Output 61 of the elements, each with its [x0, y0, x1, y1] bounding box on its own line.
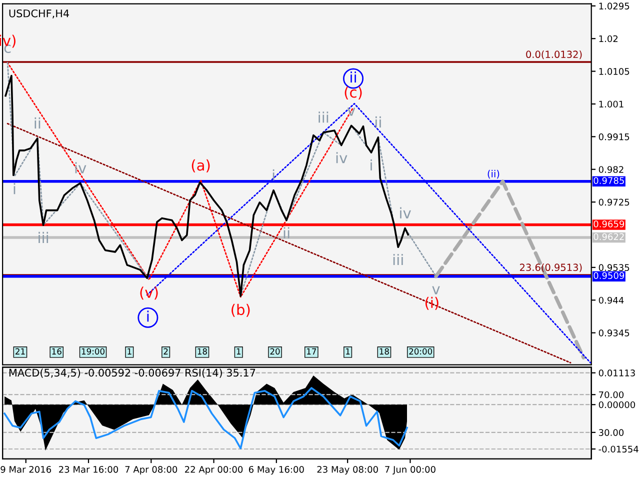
- data-label: iii: [38, 232, 48, 244]
- data-label: i: [370, 159, 372, 170]
- annotation: 20:00: [409, 348, 432, 355]
- annotation: (ii): [488, 170, 500, 179]
- data-label: iii: [393, 254, 403, 266]
- y-tick-label: 1.001: [599, 100, 624, 108]
- y-tick-label: 0.9915: [598, 133, 630, 140]
- annotation: 1: [236, 348, 240, 354]
- x-tick-label: 23 Mar 16:00: [59, 466, 118, 473]
- data-label: iv: [400, 207, 411, 218]
- x-tick-label: 22 Apr 00:00: [185, 466, 243, 475]
- y2-tick-label: 70.00: [599, 391, 624, 398]
- data-label: i: [147, 310, 149, 322]
- annotation: 1: [346, 348, 350, 354]
- y-tick-label: 0.9535: [598, 264, 630, 271]
- ref-line-label: 0.9785: [594, 177, 624, 184]
- ref-line-label: 0.9622: [594, 233, 624, 240]
- x-tick-label: 23 May 08:00: [317, 466, 378, 475]
- data-label: (a): [192, 159, 210, 172]
- annotation: 21: [16, 348, 25, 354]
- x-tick-label: 9 Mar 2016: [0, 466, 52, 473]
- annotation: 19:00: [82, 348, 104, 355]
- x-tick-label: 6 May 16:00: [248, 466, 304, 475]
- y2-tick-label: 30.00: [598, 429, 624, 436]
- data-label: ii: [350, 71, 356, 83]
- data-label: v: [432, 286, 440, 294]
- data-label: (b): [232, 304, 250, 317]
- data-label: i: [272, 169, 274, 180]
- x-tick-label: 7 Jun 00:00: [385, 466, 436, 474]
- annotation: 23.6(0.9513): [520, 264, 582, 272]
- data-label: iv: [336, 152, 348, 164]
- y-tick-label: 0.982: [598, 166, 624, 173]
- data-label: i: [14, 183, 16, 194]
- annotation: 0.0(1.0132): [526, 50, 582, 60]
- annotation: 17: [307, 348, 316, 354]
- data-label: iii: [318, 112, 328, 123]
- y-tick-label: 0.944: [598, 296, 624, 304]
- ref-line-label: 0.9509: [594, 272, 624, 279]
- x-tick-label: 7 Apr 08:00: [125, 466, 178, 475]
- data-label: ii: [376, 116, 381, 128]
- annotation: 20: [270, 348, 280, 355]
- annotation: 18: [380, 348, 389, 355]
- y-tick-label: 0.9345: [598, 330, 630, 336]
- y-tick-label: 1.0105: [599, 68, 630, 75]
- y-tick-label: -0.01554: [598, 446, 638, 453]
- data-label: (v): [140, 286, 158, 300]
- data-label: ii: [34, 117, 40, 129]
- chart-title: MACD(5,34,5) -0.00592 -0.00697 RSI(14) 35.17: [9, 368, 256, 378]
- chart-title: USDCHF,H4: [9, 9, 69, 18]
- data-label: ii: [284, 227, 290, 238]
- y-tick-label: 1.0295: [599, 2, 630, 10]
- y-tick-label: 1.02: [599, 35, 618, 42]
- annotation: 2: [164, 348, 168, 354]
- annotation: 18: [198, 348, 207, 355]
- y-tick-label: 0.9725: [598, 198, 630, 206]
- y-tick-label: 0.00000: [598, 401, 636, 408]
- y-tick-label: 0.01113: [598, 370, 635, 376]
- data-label: (c): [344, 86, 362, 100]
- annotation: 16: [52, 348, 62, 355]
- ref-line-label: 0.9659: [594, 220, 624, 228]
- annotation: 1: [128, 348, 132, 354]
